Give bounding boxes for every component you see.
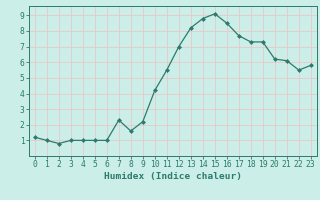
X-axis label: Humidex (Indice chaleur): Humidex (Indice chaleur) xyxy=(104,172,242,181)
